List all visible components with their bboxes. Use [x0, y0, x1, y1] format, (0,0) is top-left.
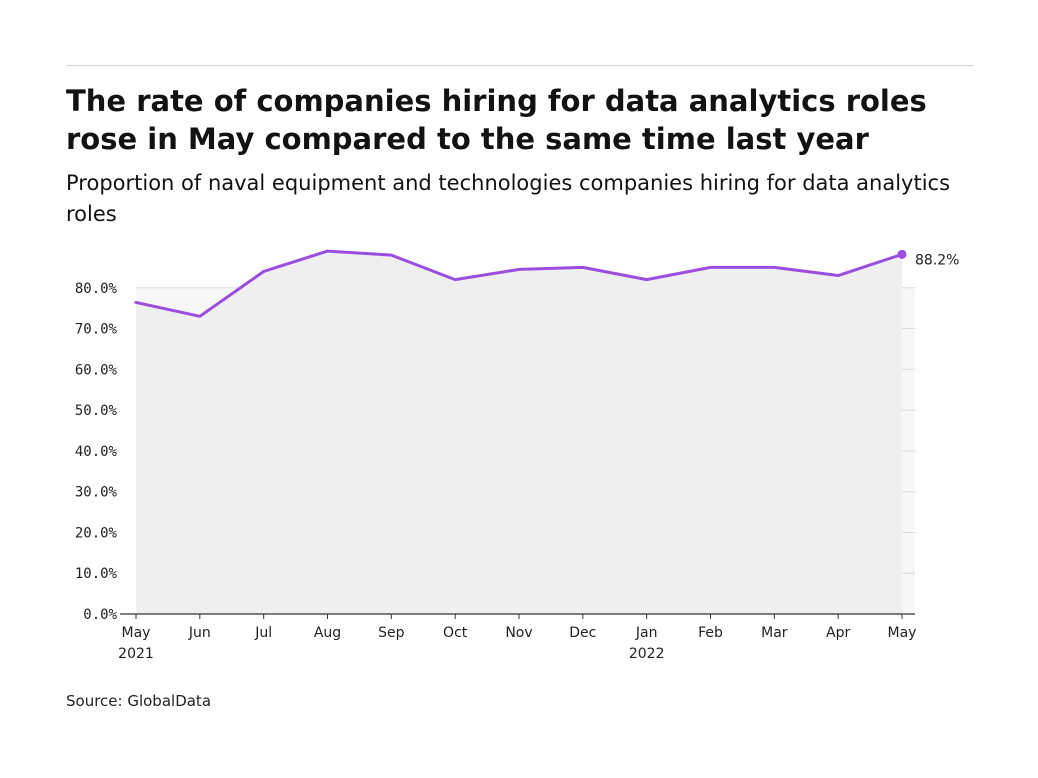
x-tick-label: Dec [569, 625, 596, 641]
y-tick-label: 80.0% [75, 281, 118, 297]
end-value-label: 88.2% [915, 252, 959, 268]
y-tick-label: 30.0% [75, 485, 118, 501]
x-tick-label: Aug [314, 625, 341, 641]
x-tick-label: May [122, 625, 151, 641]
x-tick-year-label: 2022 [629, 646, 665, 662]
x-tick-label: Nov [505, 625, 532, 641]
y-tick-label: 20.0% [75, 525, 118, 541]
x-tick-label: Mar [761, 625, 788, 641]
x-tick-label: Apr [826, 625, 850, 641]
x-tick-label: Feb [698, 625, 723, 641]
y-tick-label: 70.0% [75, 322, 118, 338]
source-note: Source: GlobalData [66, 692, 212, 710]
x-tick-year-label: 2021 [118, 646, 154, 662]
data-area [136, 251, 902, 615]
x-tick-label: Jan [635, 625, 658, 641]
y-tick-label: 0.0% [83, 607, 117, 623]
x-tick-label: May [888, 625, 917, 641]
x-tick-label: Sep [378, 625, 405, 641]
y-tick-label: 50.0% [75, 403, 118, 419]
y-tick-label: 40.0% [75, 444, 118, 460]
y-tick-label: 10.0% [75, 566, 118, 582]
x-tick-label: Oct [443, 625, 468, 641]
y-axis-labels: 0.0% 10.0% 20.0% 30.0% 40.0% 50.0% 60.0% 70.0% 8… [75, 281, 118, 623]
x-axis [120, 613, 915, 619]
x-axis-labels: May 2021 Jun Jul Aug Sep Oct Nov Dec Jan 2022 Feb Ma… [118, 625, 916, 662]
y-tick-label: 60.0% [75, 362, 118, 378]
chart-subtitle: Proportion of naval equipment and techno… [66, 171, 951, 226]
chart-title: The rate of companies hiring for data an… [66, 84, 927, 156]
data-series: 88.2% [134, 249, 959, 318]
end-point-marker [897, 249, 907, 259]
area-fill [136, 251, 902, 615]
x-tick-label: Jul [254, 625, 272, 641]
top-divider [66, 65, 973, 66]
series-line [134, 249, 904, 318]
x-tick-label: Jun [188, 625, 211, 641]
